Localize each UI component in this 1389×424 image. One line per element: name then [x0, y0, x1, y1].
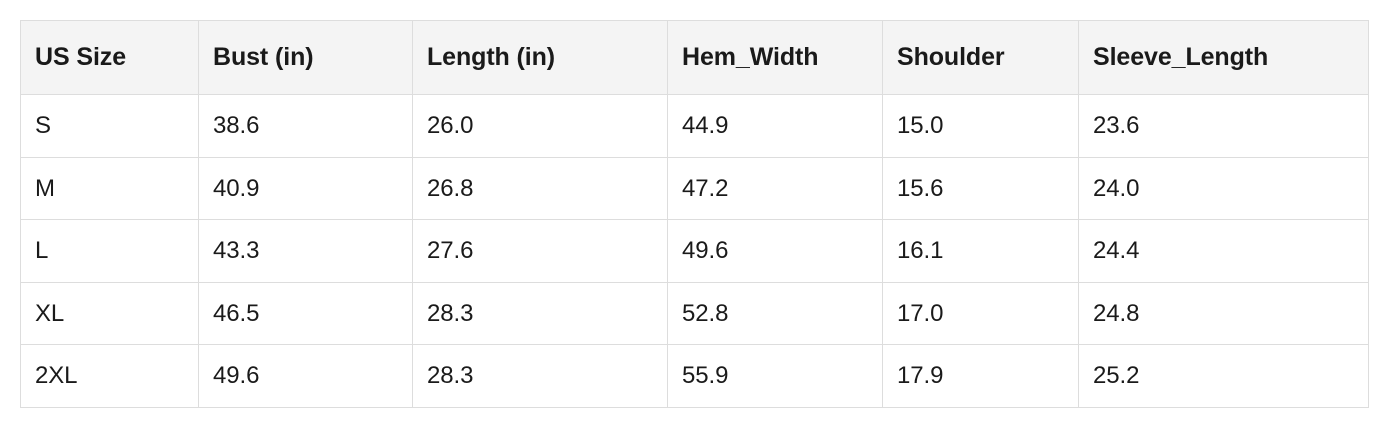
cell-us-size: L: [20, 219, 199, 283]
cell-bust: 46.5: [198, 281, 413, 346]
table-header: US Size Bust (in) Length (in) Hem_Width …: [20, 20, 1369, 95]
cell-bust: 43.3: [198, 219, 413, 283]
table-row: L 43.3 27.6 49.6 16.1 24.4: [20, 219, 1369, 283]
cell-length: 28.3: [412, 281, 668, 346]
cell-us-size: S: [20, 94, 199, 158]
cell-bust: 38.6: [198, 94, 413, 158]
cell-shoulder: 17.9: [882, 344, 1079, 408]
cell-shoulder: 17.0: [882, 281, 1079, 346]
cell-length: 27.6: [412, 219, 668, 283]
column-header-hem-width: Hem_Width: [667, 20, 883, 95]
table-row: 2XL 49.6 28.3 55.9 17.9 25.2: [20, 344, 1369, 408]
cell-hem-width: 49.6: [667, 219, 883, 283]
cell-sleeve-length: 24.8: [1078, 281, 1369, 346]
table-body: S 38.6 26.0 44.9 15.0 23.6 M 40.9 26.8 4…: [20, 94, 1369, 408]
cell-sleeve-length: 23.6: [1078, 94, 1369, 158]
cell-us-size: 2XL: [20, 344, 199, 408]
size-chart-container: US Size Bust (in) Length (in) Hem_Width …: [20, 20, 1369, 408]
size-chart-table: US Size Bust (in) Length (in) Hem_Width …: [20, 20, 1369, 408]
column-header-sleeve-length: Sleeve_Length: [1078, 20, 1369, 95]
table-row: S 38.6 26.0 44.9 15.0 23.6: [20, 94, 1369, 158]
cell-length: 28.3: [412, 344, 668, 408]
cell-sleeve-length: 24.0: [1078, 156, 1369, 221]
table-row: XL 46.5 28.3 52.8 17.0 24.8: [20, 281, 1369, 346]
cell-shoulder: 15.0: [882, 94, 1079, 158]
cell-shoulder: 15.6: [882, 156, 1079, 221]
cell-sleeve-length: 25.2: [1078, 344, 1369, 408]
cell-hem-width: 55.9: [667, 344, 883, 408]
cell-length: 26.0: [412, 94, 668, 158]
cell-shoulder: 16.1: [882, 219, 1079, 283]
column-header-length: Length (in): [412, 20, 668, 95]
column-header-us-size: US Size: [20, 20, 199, 95]
cell-length: 26.8: [412, 156, 668, 221]
cell-hem-width: 44.9: [667, 94, 883, 158]
cell-us-size: M: [20, 156, 199, 221]
cell-hem-width: 47.2: [667, 156, 883, 221]
column-header-shoulder: Shoulder: [882, 20, 1079, 95]
cell-bust: 40.9: [198, 156, 413, 221]
cell-bust: 49.6: [198, 344, 413, 408]
cell-us-size: XL: [20, 281, 199, 346]
cell-sleeve-length: 24.4: [1078, 219, 1369, 283]
table-row: M 40.9 26.8 47.2 15.6 24.0: [20, 156, 1369, 221]
cell-hem-width: 52.8: [667, 281, 883, 346]
table-header-row: US Size Bust (in) Length (in) Hem_Width …: [20, 20, 1369, 95]
column-header-bust: Bust (in): [198, 20, 413, 95]
